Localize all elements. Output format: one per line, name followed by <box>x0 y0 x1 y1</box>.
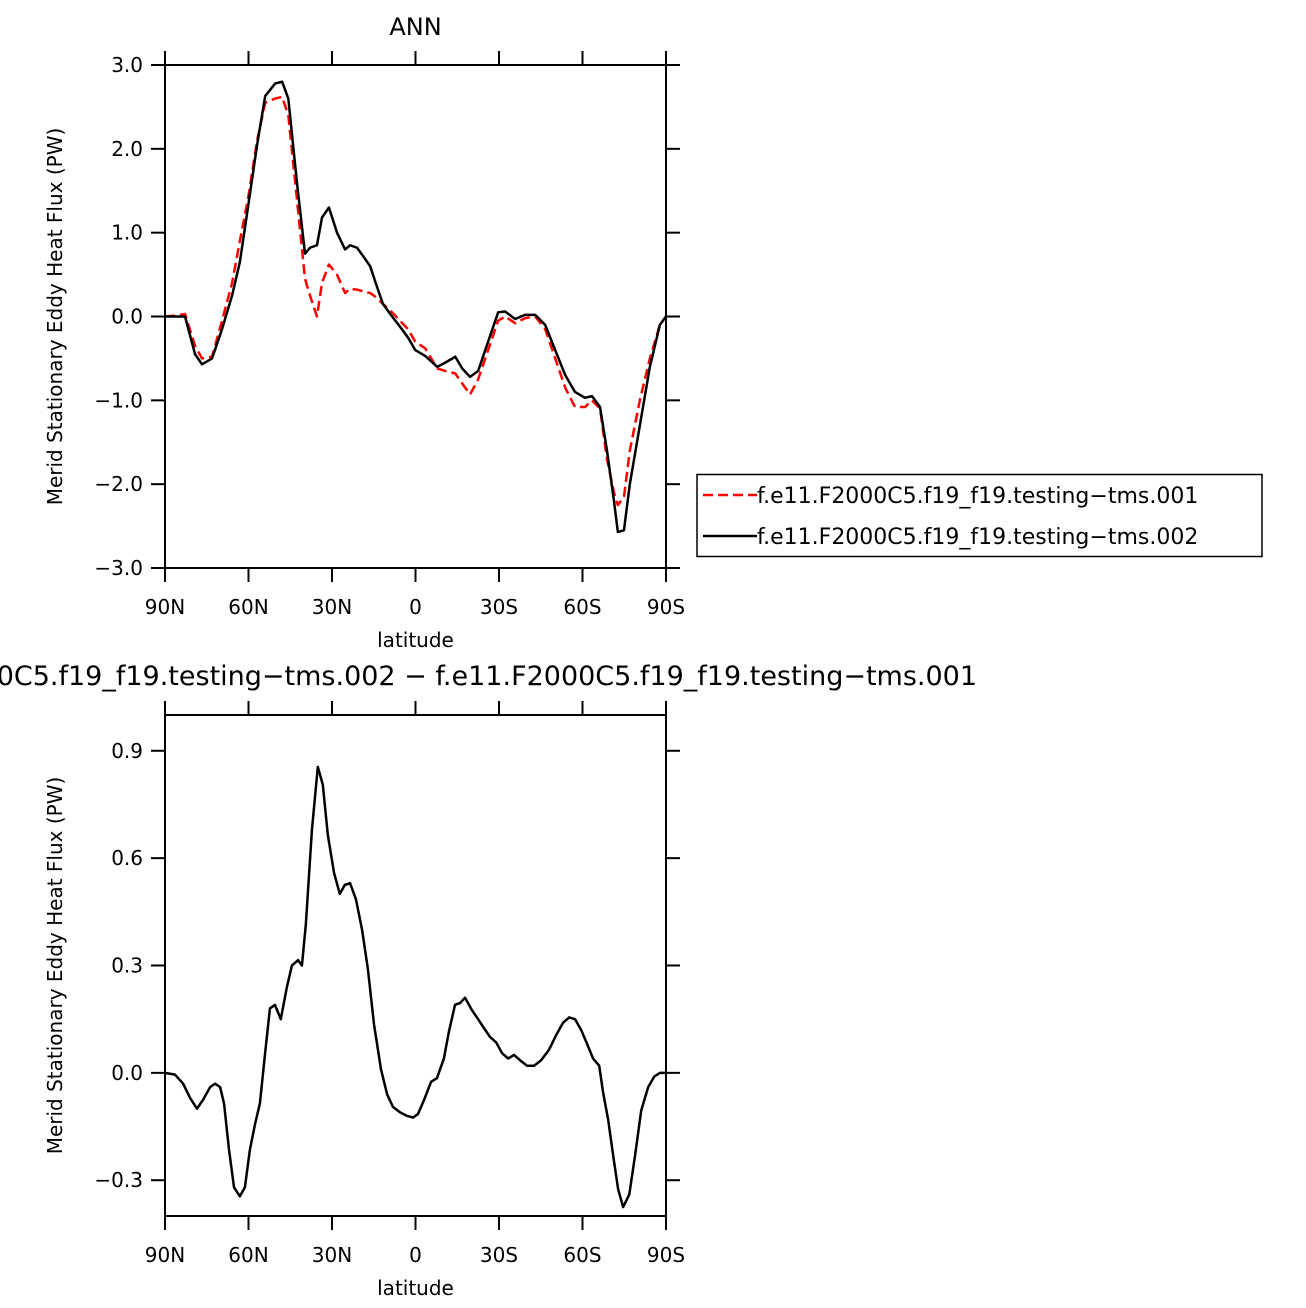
x-tick-label: 90N <box>145 1243 185 1267</box>
y-tick-label: −2.0 <box>94 472 143 496</box>
y-tick-label: 0.0 <box>111 1061 143 1085</box>
x-tick-label: 60S <box>563 1243 601 1267</box>
plot-frame <box>164 64 667 569</box>
x-tick-label: 90S <box>647 1243 685 1267</box>
x-tick-label: 30N <box>312 1243 352 1267</box>
x-tick-label: 30N <box>312 595 352 619</box>
legend-label: f.e11.F2000C5.f19_f19.testing−tms.001 <box>757 484 1198 509</box>
y-tick-label: 0.9 <box>111 739 143 763</box>
chart-title: f.e11.F2000C5.f19_f19.testing−tms.002 − … <box>0 661 977 692</box>
x-axis-label: latitude <box>377 628 454 652</box>
x-tick-label: 30S <box>480 1243 518 1267</box>
y-tick-label: 0.3 <box>111 954 143 978</box>
x-tick-label: 90S <box>647 595 685 619</box>
y-tick-label: 1.0 <box>111 221 143 245</box>
x-tick-label: 60N <box>228 1243 268 1267</box>
y-tick-label: 2.0 <box>111 137 143 161</box>
chart-title: ANN <box>389 13 441 41</box>
plot-frame <box>164 714 667 1217</box>
y-axis-label: Merid Stationary Eddy Heat Flux (PW) <box>43 128 67 506</box>
y-tick-label: 3.0 <box>111 53 143 77</box>
y-tick-label: −0.3 <box>94 1168 143 1192</box>
y-tick-label: −3.0 <box>94 556 143 580</box>
x-axis-label: latitude <box>377 1276 454 1300</box>
x-tick-label: 60S <box>563 595 601 619</box>
x-tick-label: 30S <box>480 595 518 619</box>
y-axis-label: Merid Stationary Eddy Heat Flux (PW) <box>43 777 67 1155</box>
x-tick-label: 0 <box>409 1243 422 1267</box>
x-tick-label: 0 <box>409 595 422 619</box>
series-line <box>164 95 668 507</box>
x-tick-label: 60N <box>228 595 268 619</box>
y-tick-label: 0.6 <box>111 846 143 870</box>
y-tick-label: −1.0 <box>94 388 143 412</box>
legend-label: f.e11.F2000C5.f19_f19.testing−tms.002 <box>757 525 1198 550</box>
series-line <box>165 80 668 534</box>
series-line <box>164 765 666 1209</box>
legend-box <box>696 473 1263 558</box>
x-tick-label: 90N <box>145 595 185 619</box>
y-tick-label: 0.0 <box>111 305 143 329</box>
